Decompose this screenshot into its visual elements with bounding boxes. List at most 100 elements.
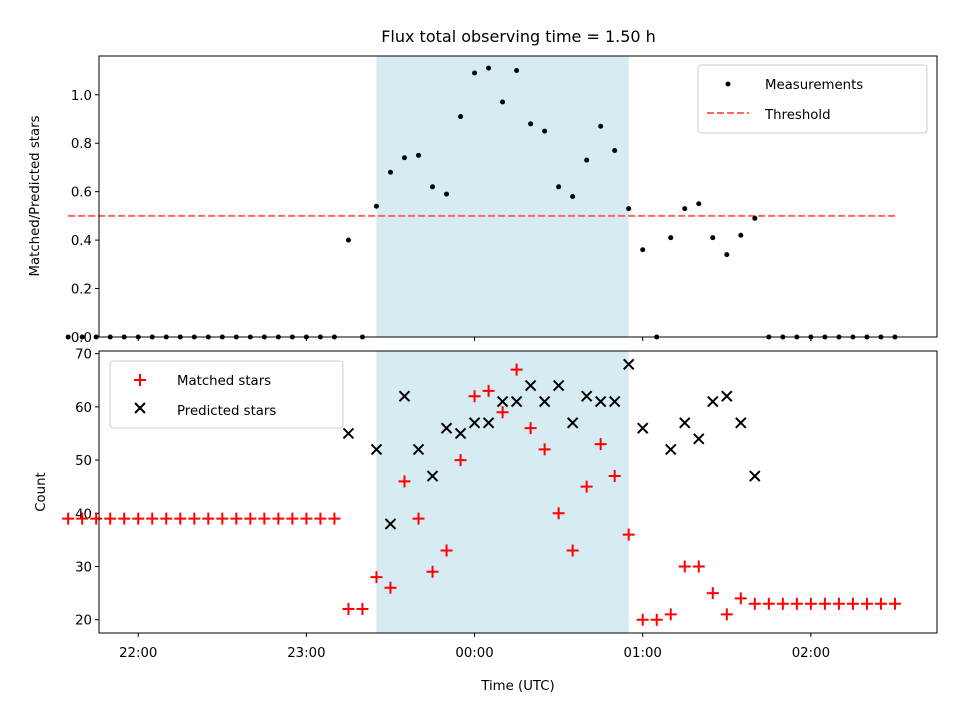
measurement-point [472, 70, 478, 76]
predicted-star-point [496, 395, 509, 408]
matched-star-point [804, 597, 817, 610]
predicted-star-point [608, 395, 621, 408]
matched-star-point [314, 512, 327, 525]
predicted-star-point [412, 443, 425, 456]
predicted-star-point [538, 395, 551, 408]
matched-star-point [216, 512, 229, 525]
matched-star-point [426, 565, 439, 578]
bottom-plot-frame [98, 350, 938, 634]
predicted-star-point [637, 422, 649, 434]
predicted-star-point [482, 417, 495, 429]
matched-star-point [524, 422, 537, 435]
predicted-star-point [566, 417, 579, 429]
measurement-point [79, 334, 85, 340]
matched-star-point [552, 507, 565, 520]
matched-star-point [664, 608, 677, 621]
top-y-tick-label: 0.6 [71, 186, 92, 201]
matched-star-point [370, 571, 383, 584]
x-tick-label: 23:00 [287, 646, 325, 661]
matched-star-point [174, 512, 187, 525]
measurement-point [556, 184, 562, 190]
matched-star-point [510, 363, 523, 376]
matched-star-point [272, 512, 285, 525]
measurement-point [640, 247, 646, 253]
measurement-point [528, 121, 534, 127]
matched-star-point [258, 512, 271, 525]
measurement-point [387, 169, 393, 175]
top-legend: Measurements Threshold [697, 64, 928, 134]
matched-star-point [412, 512, 425, 525]
matched-star-point [146, 512, 159, 525]
matched-star-point [482, 384, 495, 397]
matched-star-point [566, 544, 579, 557]
matched-star-point [384, 581, 397, 594]
bottom-data-marks [62, 358, 901, 626]
matched-star-point [734, 592, 747, 605]
measurement-point [401, 155, 407, 161]
predicted-star-point [721, 390, 733, 402]
top-axis-ticks: 0.00.20.40.60.81.0 [71, 89, 812, 346]
top-observing-span [376, 56, 629, 337]
matched-star-point [832, 597, 845, 610]
measurement-point [373, 203, 379, 209]
top-plot-frame [98, 55, 938, 338]
bottom-legend-box [109, 360, 344, 429]
matched-star-point [342, 603, 355, 616]
matched-star-point [118, 512, 131, 525]
top-y-tick-label: 1.0 [71, 89, 92, 104]
matched-star-point [860, 597, 873, 610]
measurement-point [486, 65, 492, 71]
predicted-star-point [679, 417, 691, 429]
legend-label-measurements: Measurements [765, 78, 863, 93]
measurement-point [682, 206, 688, 212]
bottom-y-tick-label: 30 [75, 560, 92, 575]
measurement-point [444, 191, 450, 197]
measurement-point [738, 232, 744, 238]
predicted-star-point [342, 427, 355, 440]
matched-star-point [636, 613, 649, 626]
matched-star-point [454, 454, 467, 467]
measurement-point [345, 237, 351, 243]
predicted-star-point [552, 379, 565, 392]
predicted-star-point [454, 427, 467, 440]
predicted-star-point [426, 470, 439, 482]
matched-star-point [846, 597, 859, 610]
measurement-point [612, 147, 618, 153]
matched-star-point [230, 512, 243, 525]
matched-star-point [76, 512, 89, 525]
matched-star-point [496, 406, 509, 419]
measurement-point [93, 334, 99, 340]
top-y-axis-label: Matched/Predicted stars [28, 115, 43, 276]
legend-marker-measurements [725, 81, 731, 87]
matched-star-point [580, 480, 593, 493]
matched-star-point [104, 512, 117, 525]
top-y-tick-label: 0.4 [71, 234, 92, 249]
matched-star-point [328, 512, 341, 525]
matched-star-point [188, 512, 201, 525]
legend-label-threshold: Threshold [764, 108, 831, 123]
matched-star-point [594, 438, 607, 451]
measurement-point [710, 235, 716, 241]
bottom-y-tick-label: 70 [75, 348, 92, 363]
matched-star-point [678, 560, 691, 573]
predicted-star-point [622, 358, 635, 371]
predicted-star-point [398, 390, 411, 402]
predicted-star-point [524, 379, 537, 392]
predicted-star-point [594, 395, 607, 408]
chart-title: Flux total observing time = 1.50 h [381, 27, 656, 46]
legend-marker-predicted [134, 402, 146, 414]
bottom-y-tick-label: 40 [75, 507, 92, 522]
matched-star-point [90, 512, 103, 525]
bottom-y-tick-label: 60 [75, 401, 92, 416]
measurement-point [696, 201, 702, 207]
matched-star-point [888, 597, 901, 610]
matched-star-point [62, 512, 75, 525]
matched-star-point [748, 597, 761, 610]
bottom-legend: Matched stars Predicted stars [109, 360, 344, 429]
top-y-tick-label: 0.8 [71, 137, 92, 152]
top-y-tick-label: 0.2 [71, 283, 92, 298]
predicted-star-point [665, 443, 677, 456]
predicted-star-point [735, 417, 747, 429]
matched-star-point [622, 528, 635, 541]
